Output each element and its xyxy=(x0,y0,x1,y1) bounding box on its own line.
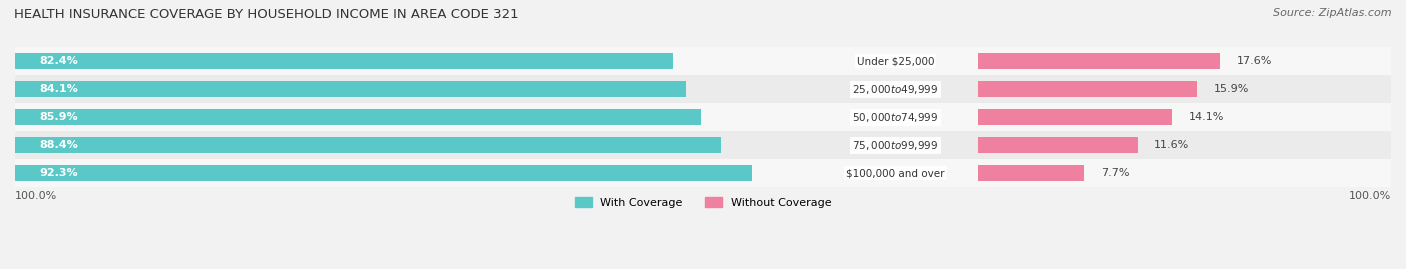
Text: $100,000 and over: $100,000 and over xyxy=(846,168,945,178)
Text: 15.9%: 15.9% xyxy=(1213,84,1249,94)
Bar xyxy=(979,165,1084,181)
Bar xyxy=(15,103,1391,131)
Text: $25,000 to $49,999: $25,000 to $49,999 xyxy=(852,83,939,96)
Bar xyxy=(15,47,1391,75)
Bar xyxy=(15,75,1391,103)
Bar xyxy=(979,81,1197,97)
Bar xyxy=(15,159,1391,187)
Text: Source: ZipAtlas.com: Source: ZipAtlas.com xyxy=(1274,8,1392,18)
Bar xyxy=(979,137,1137,153)
Text: 100.0%: 100.0% xyxy=(1348,191,1391,201)
Text: Under $25,000: Under $25,000 xyxy=(856,56,935,66)
Bar xyxy=(979,53,1220,69)
Bar xyxy=(979,109,1173,125)
Text: $75,000 to $99,999: $75,000 to $99,999 xyxy=(852,139,939,152)
Text: 88.4%: 88.4% xyxy=(39,140,79,150)
Text: 11.6%: 11.6% xyxy=(1154,140,1189,150)
Bar xyxy=(15,53,672,69)
Text: 7.7%: 7.7% xyxy=(1101,168,1129,178)
Text: HEALTH INSURANCE COVERAGE BY HOUSEHOLD INCOME IN AREA CODE 321: HEALTH INSURANCE COVERAGE BY HOUSEHOLD I… xyxy=(14,8,519,21)
Bar xyxy=(15,165,752,181)
Bar xyxy=(15,109,700,125)
Text: 14.1%: 14.1% xyxy=(1188,112,1225,122)
Text: 17.6%: 17.6% xyxy=(1237,56,1272,66)
Text: 82.4%: 82.4% xyxy=(39,56,79,66)
Text: 84.1%: 84.1% xyxy=(39,84,79,94)
Legend: With Coverage, Without Coverage: With Coverage, Without Coverage xyxy=(571,193,835,212)
Text: 85.9%: 85.9% xyxy=(39,112,79,122)
Bar xyxy=(15,81,686,97)
Bar xyxy=(15,137,720,153)
Text: $50,000 to $74,999: $50,000 to $74,999 xyxy=(852,111,939,124)
Text: 100.0%: 100.0% xyxy=(15,191,58,201)
Bar xyxy=(15,131,1391,159)
Text: 92.3%: 92.3% xyxy=(39,168,79,178)
